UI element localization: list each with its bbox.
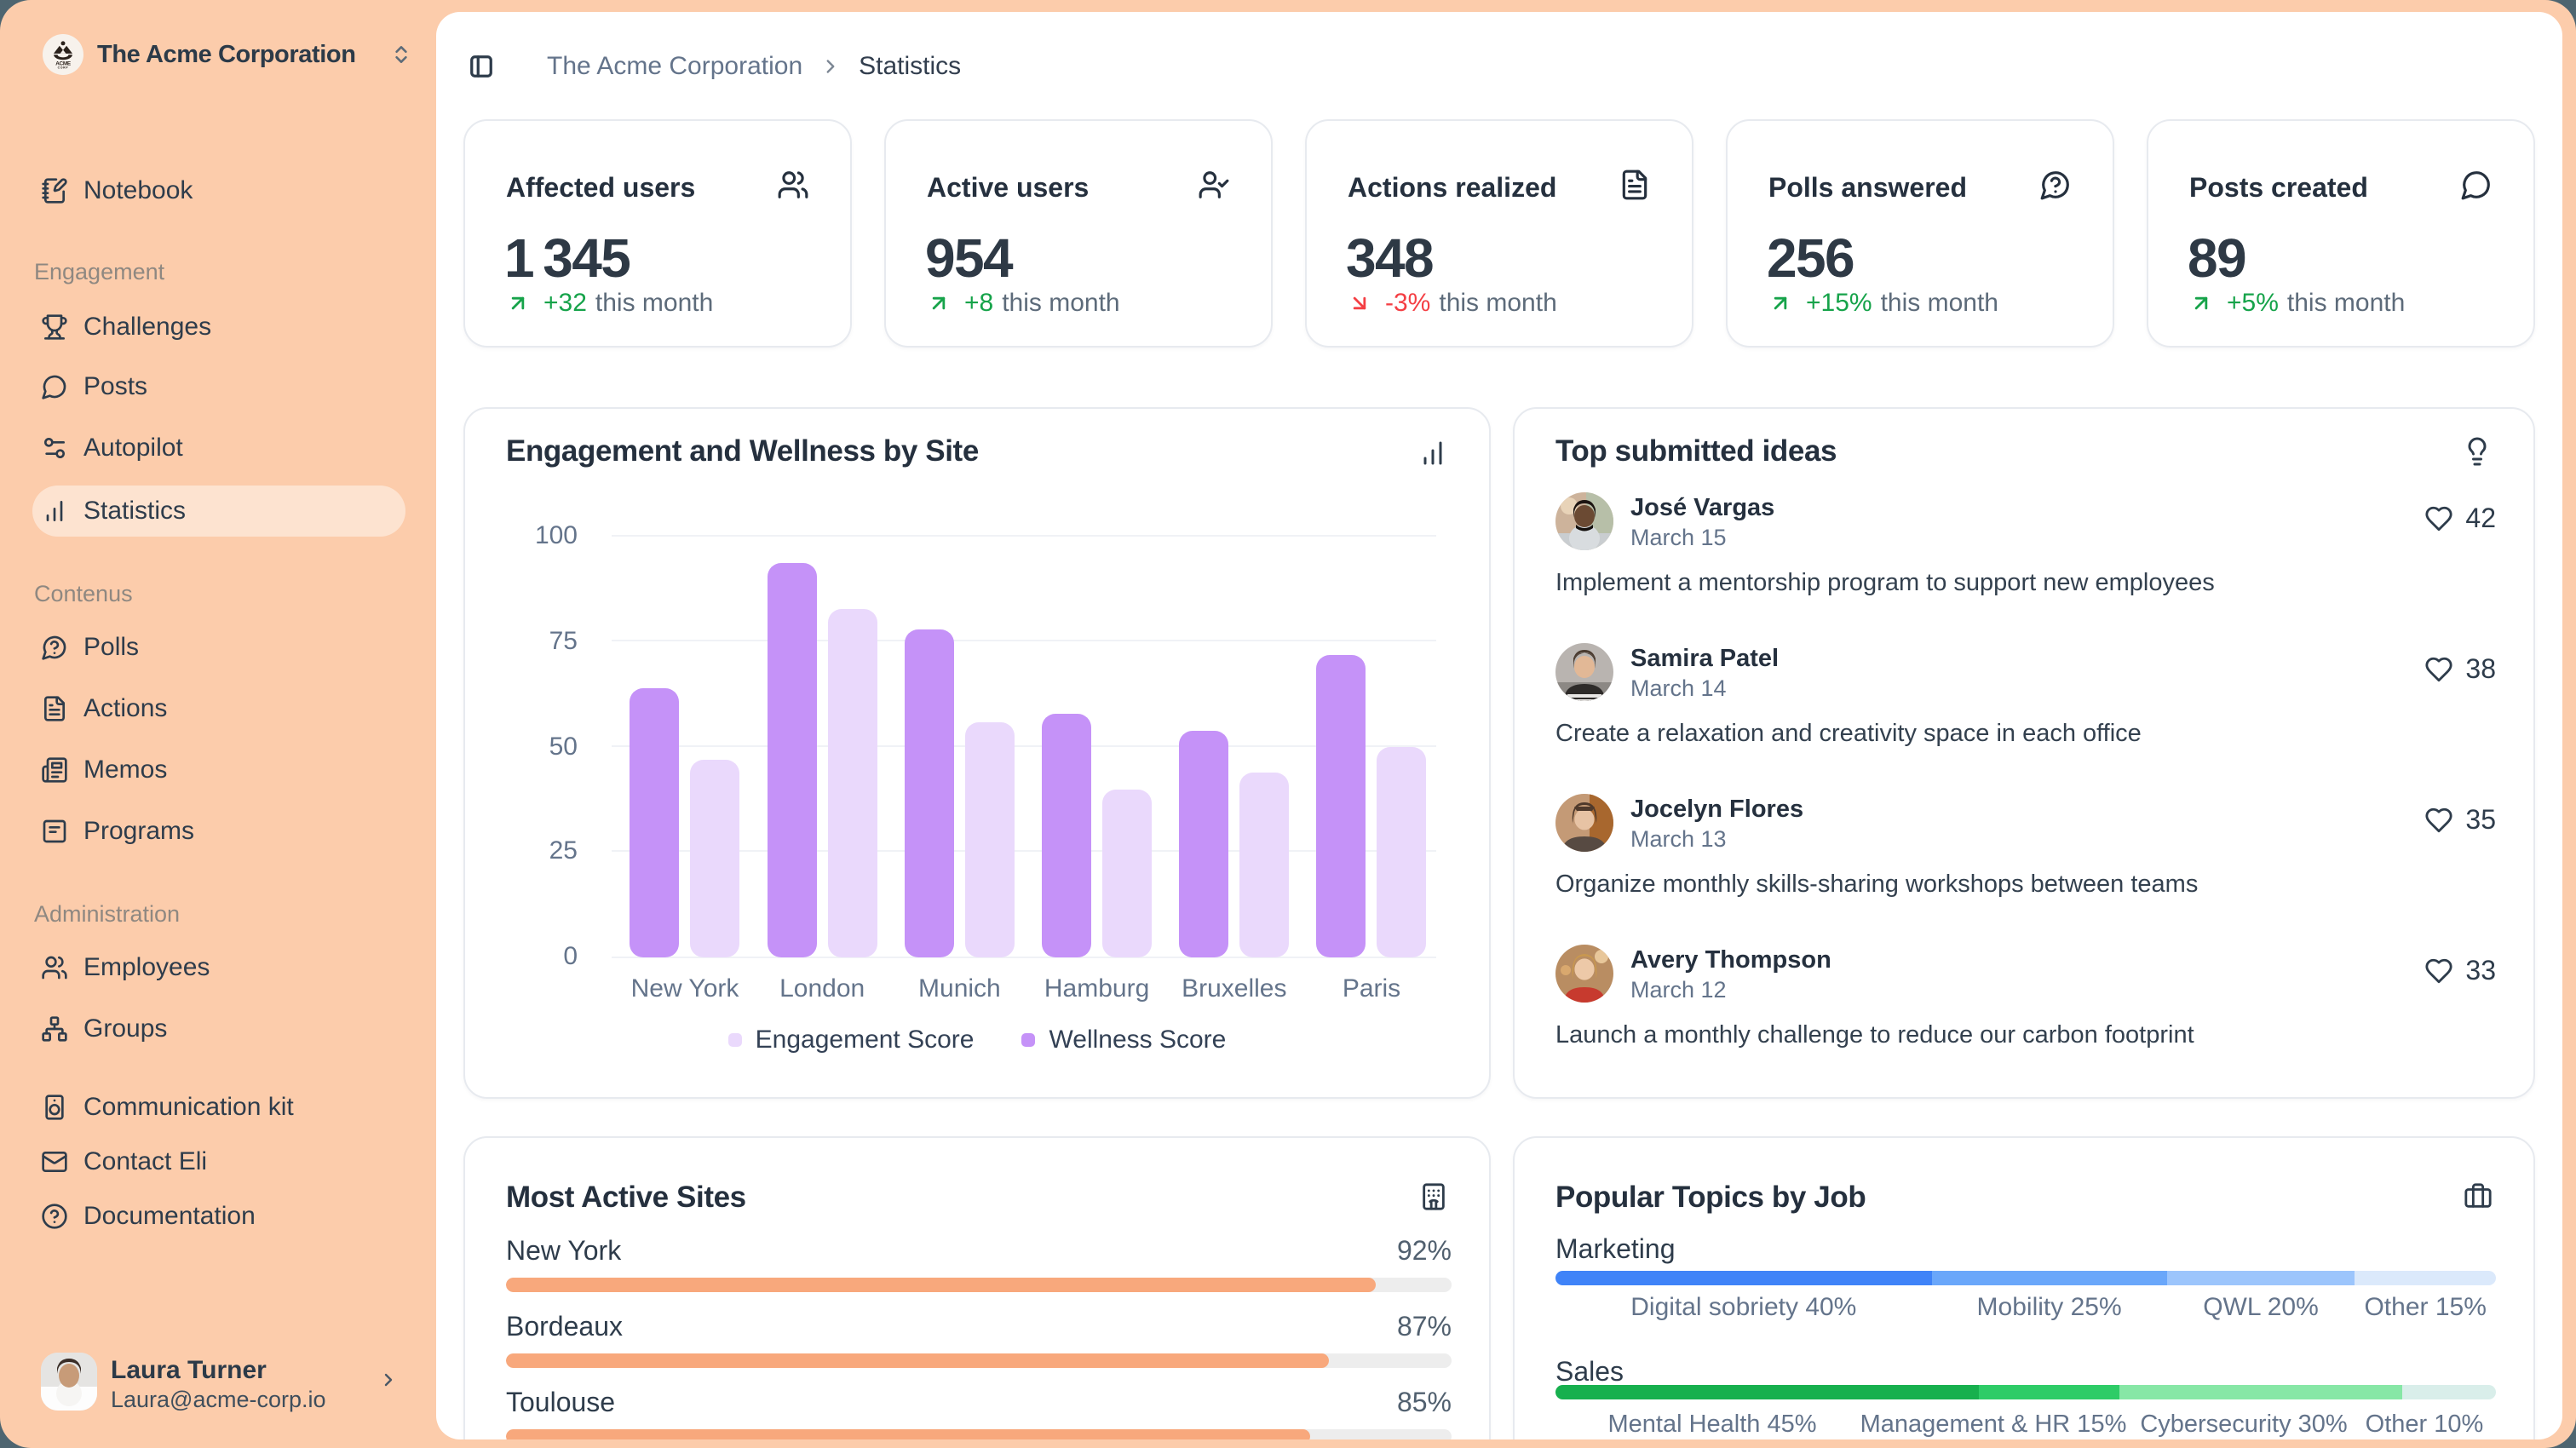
svg-text:CORP: CORP: [58, 66, 69, 69]
svg-text:ACME: ACME: [55, 61, 71, 67]
